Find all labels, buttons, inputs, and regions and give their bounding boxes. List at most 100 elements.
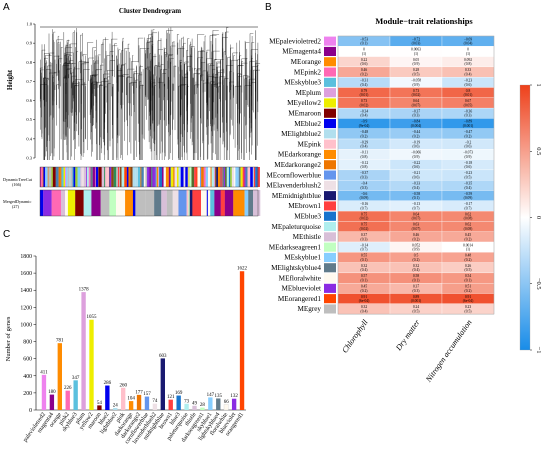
- cell-correlation: −0.37: [412, 109, 421, 113]
- panel-label-a: A: [3, 2, 10, 13]
- heatmap-row: MEmidnightblue −0.6(0.09)−0.58(0.1)−0.59(…: [272, 190, 495, 201]
- cell-correlation: 0.8: [466, 89, 471, 93]
- cell-correlation: −0.2: [465, 140, 472, 144]
- cell-pvalue: (0.9): [413, 83, 421, 87]
- module-swatch: [324, 273, 336, 283]
- heatmap-row: MEskyblue3 −0.31(0.4) −0.058(0.9) −0.23(0.6…: [284, 77, 495, 88]
- heatmap-row: MEpaleturquoise 0.75(0.02) 0.63(0.07) 0.62(…: [271, 221, 495, 232]
- bar-value-label: 226: [64, 386, 72, 391]
- trait-label: Nitrogen accumulation: [423, 318, 473, 384]
- cell-correlation: −0.12: [360, 161, 369, 165]
- bar: [152, 403, 158, 410]
- cell-correlation: −0.14: [360, 243, 369, 247]
- row-label: MEorange: [291, 58, 321, 66]
- cell-correlation: −0.18: [464, 161, 473, 165]
- cell-pvalue: (0.02): [360, 103, 369, 107]
- cell-pvalue: (0.4): [361, 268, 369, 272]
- cell-correlation: 0.73: [413, 89, 419, 93]
- cell-pvalue: (0.8): [361, 165, 369, 169]
- cell-pvalue: (0.7): [465, 206, 473, 210]
- bar-group: 260 pink: [115, 383, 127, 424]
- cell-correlation: 0.57: [361, 274, 367, 278]
- row-label: MEmidnightblue: [272, 192, 321, 200]
- row-label: MEyellow2: [287, 99, 321, 107]
- cell-pvalue: (0.4): [361, 83, 369, 87]
- bar: [192, 405, 197, 410]
- bar-value-label: 347: [72, 376, 80, 381]
- module-swatch: [324, 170, 336, 180]
- bar: [223, 404, 229, 411]
- cell-correlation: 0.32: [361, 305, 367, 309]
- cell-pvalue: (0.4): [361, 114, 369, 118]
- heatmap-row: MEcornflowerblue −0.37(0.3) −0.21(0.6) −0.2…: [266, 169, 495, 181]
- cell-pvalue: (0.8): [465, 62, 473, 66]
- cell-pvalue: (0.1): [413, 196, 421, 200]
- cell-pvalue: (0.2): [465, 258, 473, 262]
- cell-correlation: −0.16: [360, 202, 369, 206]
- cell-pvalue: (0.1): [413, 279, 421, 283]
- cell-correlation: −0.23: [464, 79, 473, 83]
- cell-pvalue: (0.6): [413, 176, 421, 180]
- cell-correlation: 0.24: [413, 305, 419, 309]
- cell-correlation: 0.5: [414, 254, 419, 258]
- dendrogram-ytick: 0.8: [26, 60, 32, 65]
- bar-value-label: 132: [230, 394, 238, 399]
- bar-value-label: 73: [184, 399, 190, 404]
- cell-correlation: 0.63: [413, 223, 419, 227]
- cell-correlation: −0.48: [360, 130, 369, 134]
- cell-pvalue: (0.9): [413, 62, 421, 66]
- bar: [73, 380, 78, 410]
- cell-pvalue: (0.1): [361, 258, 369, 262]
- cell-correlation: 0.052: [412, 243, 420, 247]
- cell-correlation: 0.05: [413, 58, 419, 62]
- cell-pvalue: (0.4): [361, 309, 369, 313]
- bar-value-label: 135: [215, 394, 223, 399]
- cell-correlation: 0.89: [413, 295, 419, 299]
- heatmap-row: MEpink −0.29(0.4)−0.19(0.6)−0.2(0.6): [297, 138, 495, 150]
- heatmap-row: MEblue2 −0.9(9e-04) −0.84(0.004) −0.89(0.00…: [294, 118, 495, 129]
- bar-ytick: 1200: [20, 305, 32, 311]
- bar: [128, 401, 134, 410]
- cell-correlation: 0: [467, 48, 469, 52]
- cell-pvalue: (0.1): [361, 42, 369, 46]
- cell-correlation: −0.31: [360, 79, 369, 83]
- heatmap-row: MEdarkorange2 −0.12(0.8)−0.22(0.6)−0.18(0…: [274, 159, 495, 171]
- module-swatch: [324, 149, 336, 159]
- module-swatch: [324, 77, 336, 87]
- row-label: MEblue2: [294, 120, 321, 128]
- cell-pvalue: (0.05): [464, 103, 473, 107]
- bar: [231, 398, 237, 410]
- heatmap-row: MEplum 0.79(0.01)0.73(0.02)0.8(0.01): [295, 87, 495, 98]
- heatmap-row: MElightblue2 −0.48(0.2)−0.44(0.2)−0.47(0.…: [281, 128, 495, 140]
- bar: [97, 405, 102, 410]
- cell-correlation: −0.59: [464, 192, 473, 196]
- cell-correlation: −0.6: [361, 192, 368, 196]
- cell-pvalue: (0.6): [465, 165, 473, 169]
- bar-value-label: 1622: [237, 267, 248, 272]
- cell-pvalue: (9e-04): [359, 124, 370, 128]
- row-label: MEpink2: [294, 68, 322, 76]
- module-swatch: [324, 263, 336, 273]
- module-swatch: [324, 211, 336, 221]
- cell-correlation: 0.54: [465, 274, 471, 278]
- heatmap-row: MEpalevioletred2 −0.53(0.1) −0.72(0.03) −0.…: [269, 35, 495, 47]
- heatmap-row: MEmagenta4 0(1)0.0063(1)0(1): [282, 46, 495, 57]
- cell-pvalue: (0.2): [413, 134, 421, 138]
- heatmap-row: MEbrown1 −0.16(0.7)−0.13(0.7)−0.17(0.7): [288, 200, 495, 212]
- cell-pvalue: (1): [362, 52, 367, 56]
- bar1-count: (166): [12, 182, 22, 187]
- color-legend: 1 0.5 0 −0.5 −1: [519, 83, 542, 353]
- cell-correlation: 0.0063: [411, 48, 421, 52]
- row-label: MEblueviolet: [281, 285, 321, 293]
- trait-label: Dry matter: [393, 317, 422, 353]
- module-gene-count-chart: Number of genes 0 200 400 600 800 1000 1200 140…: [5, 254, 248, 445]
- bar-value-label: 66: [224, 400, 230, 405]
- heatmap-row: MElightskyblue4 0.32(0.4)0.32(0.4)0.26(0.…: [271, 262, 495, 274]
- dendrogram-ytick: 0.3: [26, 156, 32, 161]
- row-label: MEgrey: [297, 305, 321, 313]
- cell-pvalue: (0.3): [413, 289, 421, 293]
- cell-correlation: −0.36: [464, 109, 473, 113]
- cell-correlation: 0.092: [464, 58, 472, 62]
- bar: [49, 394, 55, 410]
